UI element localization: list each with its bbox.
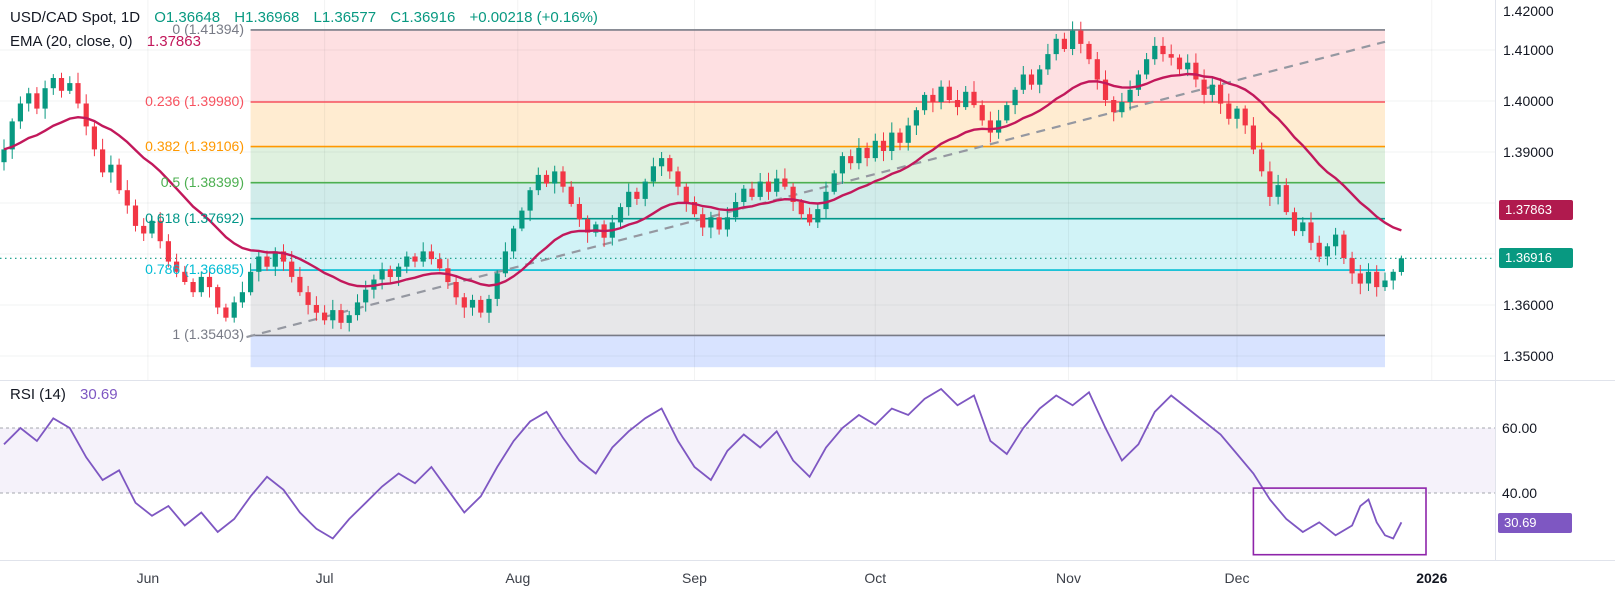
fib-level-label: 0.236 (1.39980) — [145, 93, 244, 110]
pane-divider[interactable] — [0, 380, 1615, 381]
price-axis[interactable]: 1.42000 1.41000 1.40000 1.39000 1.36000 1.350… — [1495, 0, 1615, 560]
symbol-legend[interactable]: USD/CAD Spot, 1D O1.36648 H1.36968 L1.36… — [10, 9, 608, 26]
fib-level-label: 0.382 (1.39106) — [145, 137, 244, 154]
ohlc-close: C1.36916 — [390, 9, 456, 26]
price-axis-label: 1.42000 — [1503, 3, 1554, 19]
time-axis[interactable]: Jun Jul Aug Sep Oct Nov Dec 2026 — [0, 560, 1615, 611]
ohlc-high: H1.36968 — [234, 9, 300, 26]
rsi-label[interactable]: RSI (14) — [10, 386, 66, 403]
time-axis-label: Aug — [505, 570, 531, 586]
price-axis-label: 1.39000 — [1503, 144, 1554, 160]
price-chart-canvas[interactable] — [0, 0, 1495, 380]
rsi-value: 30.69 — [80, 386, 118, 403]
price-axis-label: 1.36000 — [1503, 297, 1554, 313]
rsi-band-label-60: 60.00 — [1502, 420, 1538, 436]
time-axis-label: Dec — [1224, 570, 1250, 586]
rsi-chart-canvas[interactable] — [0, 380, 1495, 560]
price-axis-label: 1.40000 — [1503, 93, 1554, 109]
price-axis-label: 1.41000 — [1503, 42, 1554, 58]
ohlc-open: O1.36648 — [154, 9, 221, 26]
ema-label[interactable]: EMA (20, close, 0) — [10, 33, 133, 50]
fib-level-label: 1 (1.35403) — [172, 326, 244, 343]
time-axis-label: Jun — [136, 570, 160, 586]
rsi-band-fill — [0, 428, 1495, 493]
fib-zones — [250, 29, 1386, 368]
time-axis-label: Jul — [315, 570, 334, 586]
grid-lines — [0, 0, 1495, 380]
ema-value: 1.37863 — [146, 33, 201, 50]
rsi-legend[interactable]: RSI (14) 30.69 — [10, 386, 128, 403]
ohlc-low: L1.36577 — [313, 9, 377, 26]
change-value: +0.00218 (+0.16%) — [469, 9, 598, 26]
candles-layer — [1, 21, 1404, 332]
price-axis-label: 1.35000 — [1503, 348, 1554, 364]
time-axis-label: Nov — [1056, 570, 1081, 586]
rsi-value-badge: 30.69 — [1498, 513, 1572, 534]
fib-level-label: 0.618 (1.37692) — [145, 209, 244, 226]
rsi-band-label-40: 40.00 — [1502, 485, 1538, 501]
time-axis-label: Sep — [682, 570, 707, 586]
rsi-indicator-panel[interactable]: RSI (14) 30.69 — [0, 380, 1495, 560]
ema-line[interactable] — [3, 72, 1402, 288]
price-chart-panel[interactable]: 0 (1.41394) 0.236 (1.39980) 0.382 (1.39106… — [0, 0, 1495, 380]
last-price-badge: 1.36916 — [1499, 248, 1573, 269]
rsi-highlight-box[interactable] — [1252, 487, 1427, 556]
symbol-title[interactable]: USD/CAD Spot, 1D — [10, 9, 141, 26]
fib-level-label: 0.786 (1.36685) — [145, 261, 244, 278]
time-axis-label: Oct — [864, 570, 887, 586]
ema-legend[interactable]: EMA (20, close, 0) 1.37863 — [10, 33, 211, 50]
rsi-line[interactable] — [3, 387, 1403, 540]
fib-level-label: 0 (1.41394) — [172, 20, 244, 37]
time-axis-label: 2026 — [1416, 570, 1448, 586]
fib-level-label: 0.5 (1.38399) — [160, 173, 244, 190]
ema-price-badge: 1.37863 — [1499, 199, 1573, 220]
trend-line[interactable] — [246, 40, 1386, 339]
